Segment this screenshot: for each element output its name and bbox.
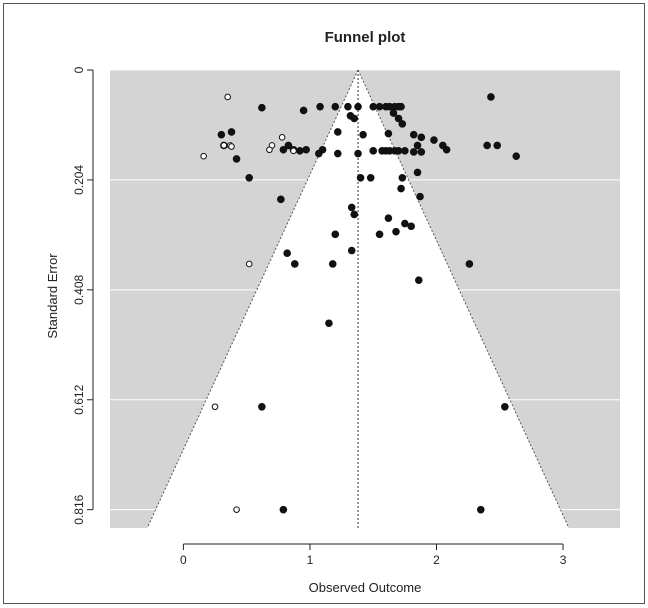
x-tick-label: 1	[307, 553, 314, 567]
imputed-data-point	[200, 152, 207, 160]
data-point	[375, 102, 384, 111]
imputed-data-point	[245, 260, 253, 268]
y-tick-label: 0.204	[72, 165, 86, 195]
imputed-data-point	[220, 142, 228, 149]
imputed-data-point	[266, 146, 273, 154]
data-point	[413, 168, 422, 177]
data-point	[413, 141, 422, 150]
data-point	[354, 102, 362, 111]
data-point	[409, 130, 418, 139]
y-tick-label: 0	[72, 66, 86, 73]
data-point	[283, 249, 291, 257]
data-point	[359, 130, 367, 139]
data-point	[333, 128, 342, 136]
funnel-plot-chart: Funnel plot Observed Outcome Standard Er…	[45, 29, 620, 595]
data-point	[493, 141, 502, 150]
data-point	[398, 120, 407, 128]
data-point	[232, 155, 241, 163]
data-point	[279, 505, 288, 514]
data-point	[407, 222, 415, 231]
data-point	[369, 102, 378, 111]
imputed-data-point	[224, 93, 231, 101]
data-point	[227, 128, 236, 136]
data-point	[299, 106, 308, 115]
y-tick-label: 0.408	[72, 275, 86, 305]
data-point	[284, 141, 293, 150]
data-point	[331, 102, 340, 111]
data-point	[350, 210, 359, 219]
data-point	[442, 145, 451, 154]
data-point	[277, 195, 285, 204]
y-tick-label: 0.612	[72, 384, 86, 414]
data-point	[430, 136, 438, 144]
imputed-data-point	[228, 143, 235, 150]
data-point	[397, 102, 405, 111]
data-point	[375, 230, 384, 239]
imputed-data-point	[233, 506, 240, 513]
data-point	[416, 192, 424, 201]
data-point	[302, 145, 310, 154]
data-point	[384, 129, 393, 138]
data-point	[344, 102, 352, 111]
data-point	[397, 184, 405, 193]
data-point	[369, 147, 378, 155]
data-point	[296, 147, 304, 155]
data-point	[315, 149, 323, 158]
x-tick-label: 2	[433, 553, 440, 567]
y-axis-label: Standard Error	[45, 253, 60, 339]
data-point	[417, 148, 426, 156]
data-point	[487, 93, 495, 101]
data-point	[258, 402, 266, 411]
data-point	[465, 260, 474, 268]
y-tick-label: 0.816	[72, 494, 86, 524]
x-tick-label: 0	[180, 553, 187, 567]
plot-area: 0 1 2 3 0 0.204 0.408 0.612 0.816	[72, 66, 620, 567]
data-point	[409, 148, 418, 156]
data-point	[394, 114, 403, 123]
data-point	[316, 102, 324, 111]
data-point	[483, 141, 491, 150]
data-point	[350, 114, 359, 123]
data-point	[417, 133, 426, 142]
data-point	[356, 173, 365, 182]
data-point	[331, 230, 340, 239]
data-point	[279, 145, 288, 154]
imputed-data-point	[290, 147, 297, 155]
data-point	[384, 214, 393, 222]
x-axis-label: Observed Outcome	[309, 580, 422, 595]
data-point	[217, 130, 226, 139]
data-point	[328, 260, 337, 268]
data-point	[394, 147, 403, 155]
x-tick-label: 3	[560, 553, 567, 567]
data-point	[476, 505, 485, 514]
data-point	[366, 173, 375, 182]
data-point	[398, 173, 407, 182]
data-point	[401, 147, 409, 155]
imputed-data-point	[211, 403, 219, 411]
data-point	[401, 219, 409, 228]
chart-frame: Funnel plot Observed Outcome Standard Er…	[3, 3, 645, 604]
data-point	[290, 260, 299, 268]
data-point	[258, 103, 266, 112]
imputed-data-point	[278, 134, 286, 141]
data-point	[333, 149, 342, 158]
data-point	[325, 319, 333, 328]
data-point	[512, 152, 521, 161]
data-point	[501, 402, 509, 411]
data-point	[392, 227, 400, 236]
data-point	[245, 173, 254, 182]
data-point	[347, 203, 356, 212]
chart-title: Funnel plot	[325, 29, 406, 46]
funnel-right-boundary	[357, 69, 570, 529]
data-point	[389, 109, 398, 117]
data-point	[354, 149, 362, 158]
data-point	[347, 246, 356, 255]
data-point	[414, 276, 423, 284]
